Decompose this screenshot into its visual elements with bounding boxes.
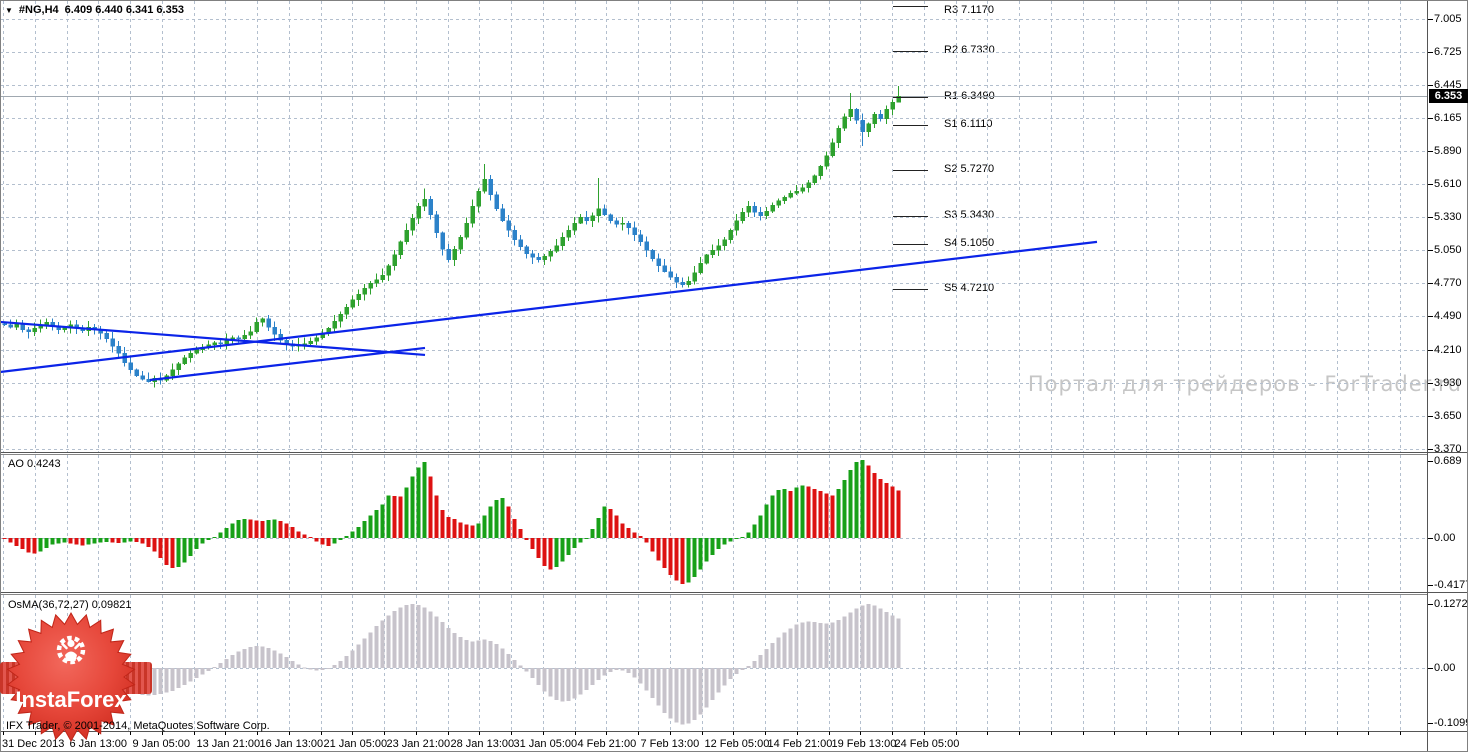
copyright-text: IFX Trader, © 2001-2014, MetaQuotes Soft… bbox=[6, 720, 270, 732]
time-axis-label: 4 Feb 21:00 bbox=[577, 738, 637, 750]
price-axis-label: 6.165 bbox=[1434, 112, 1462, 124]
current-price-badge: 6.353 bbox=[1429, 89, 1468, 103]
osma-indicator-title: OsMA(36,72,27) 0.09821 bbox=[8, 599, 132, 611]
price-axis-label: 4.210 bbox=[1434, 344, 1462, 356]
ao-axis-label: 0.00 bbox=[1434, 532, 1456, 544]
time-axis-label: 31 Jan 05:00 bbox=[513, 738, 578, 750]
logo-text: InstaForex bbox=[15, 687, 127, 712]
price-axis-label: 5.610 bbox=[1434, 178, 1462, 190]
time-axis-label: 31 Dec 2013 bbox=[2, 738, 65, 750]
ao-axis-label: -0.4177 bbox=[1434, 579, 1468, 591]
symbol-dropdown-icon[interactable]: ▼ bbox=[5, 5, 13, 15]
time-axis-label: 21 Jan 05:00 bbox=[323, 738, 388, 750]
ao-axis-label: 0.689 bbox=[1434, 455, 1462, 467]
price-axis-label: 4.770 bbox=[1434, 277, 1462, 289]
time-axis-label: 6 Jan 13:00 bbox=[69, 738, 128, 750]
time-axis-label: 7 Feb 13:00 bbox=[640, 738, 700, 750]
osma-axis-label: 0.12722 bbox=[1434, 598, 1468, 610]
time-axis-label: 19 Feb 13:00 bbox=[831, 738, 897, 750]
time-axis-label: 14 Feb 21:00 bbox=[767, 738, 833, 750]
time-axis-label: 28 Jan 13:00 bbox=[450, 738, 515, 750]
pivot-label: S4 5.1050 bbox=[944, 237, 995, 249]
price-axis-label: 3.650 bbox=[1434, 410, 1462, 422]
price-axis-label: 5.050 bbox=[1434, 244, 1462, 256]
gear-person-icon bbox=[56, 635, 86, 665]
chart-title-symbol: #NG,H4 bbox=[18, 4, 59, 16]
chart-title: ▼ #NG,H4 6.409 6.440 6.341 6.353 bbox=[5, 4, 184, 16]
price-axis-label: 5.890 bbox=[1434, 145, 1462, 157]
price-axis-label: 6.445 bbox=[1434, 79, 1462, 91]
time-axis-label: 12 Feb 05:00 bbox=[704, 738, 770, 750]
price-axis-label: 3.930 bbox=[1434, 377, 1462, 389]
osma-axis-label: 0.00 bbox=[1434, 662, 1456, 674]
time-axis-label: 16 Jan 13:00 bbox=[259, 738, 324, 750]
price-axis-label: 6.725 bbox=[1434, 46, 1462, 58]
time-axis-label: 9 Jan 05:00 bbox=[132, 738, 191, 750]
time-axis-label: 23 Jan 21:00 bbox=[386, 738, 451, 750]
starburst-badge bbox=[6, 611, 136, 743]
time-axis-label: 13 Jan 21:00 bbox=[196, 738, 261, 750]
chart-title-ohlc: 6.409 6.440 6.341 6.353 bbox=[64, 4, 184, 16]
time-axis-label: 24 Feb 05:00 bbox=[894, 738, 960, 750]
price-axis-label: 4.490 bbox=[1434, 310, 1462, 322]
ao-indicator-title: AO 0.4243 bbox=[8, 458, 61, 470]
instaforex-logo: InstaForex bbox=[0, 611, 152, 743]
price-axis-label: 7.005 bbox=[1434, 13, 1462, 25]
osma-axis-label: -0.10992 bbox=[1434, 717, 1468, 729]
price-axis-label: 5.330 bbox=[1434, 211, 1462, 223]
